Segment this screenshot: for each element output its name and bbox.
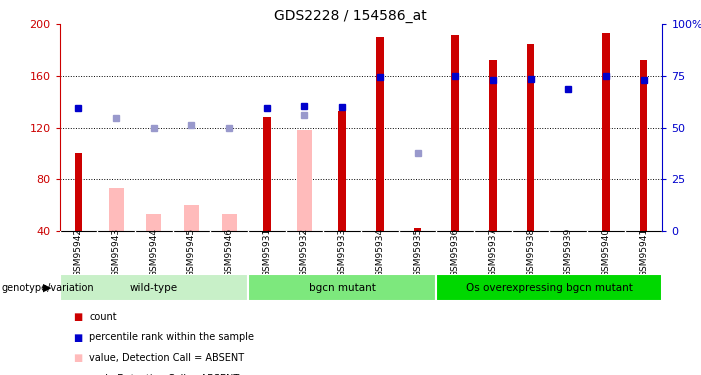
Text: GSM95941: GSM95941	[639, 228, 648, 277]
Text: Os overexpressing bgcn mutant: Os overexpressing bgcn mutant	[466, 283, 633, 293]
Text: GDS2228 / 154586_at: GDS2228 / 154586_at	[274, 9, 427, 23]
Text: GSM95934: GSM95934	[375, 228, 384, 277]
Bar	[376, 37, 383, 231]
Bar	[248, 274, 436, 302]
Bar	[147, 214, 161, 231]
Bar	[527, 44, 534, 231]
Text: GSM95931: GSM95931	[262, 228, 271, 277]
Text: percentile rank within the sample: percentile rank within the sample	[89, 333, 254, 342]
Text: GSM95932: GSM95932	[300, 228, 309, 277]
Text: genotype/variation: genotype/variation	[1, 283, 94, 293]
Text: GSM95935: GSM95935	[413, 228, 422, 277]
Bar	[414, 228, 421, 231]
Bar	[297, 130, 312, 231]
Text: GSM95944: GSM95944	[149, 228, 158, 277]
Bar	[184, 205, 199, 231]
Bar	[436, 274, 662, 302]
Text: GSM95936: GSM95936	[451, 228, 460, 277]
Text: GSM95933: GSM95933	[338, 228, 347, 277]
Bar	[109, 188, 123, 231]
Text: GSM95943: GSM95943	[111, 228, 121, 277]
Text: wild-type: wild-type	[130, 283, 178, 293]
Bar	[74, 153, 82, 231]
Text: value, Detection Call = ABSENT: value, Detection Call = ABSENT	[89, 353, 244, 363]
Text: ■: ■	[74, 333, 83, 342]
Bar	[339, 111, 346, 231]
Text: GSM95937: GSM95937	[489, 228, 498, 277]
Bar	[263, 117, 271, 231]
Bar	[451, 35, 459, 231]
Text: bgcn mutant: bgcn mutant	[308, 283, 376, 293]
Text: rank, Detection Call = ABSENT: rank, Detection Call = ABSENT	[89, 374, 239, 375]
Text: GSM95939: GSM95939	[564, 228, 573, 277]
Text: ■: ■	[74, 353, 83, 363]
Text: GSM95945: GSM95945	[187, 228, 196, 277]
Text: ■: ■	[74, 374, 83, 375]
Text: ▶: ▶	[43, 283, 51, 293]
Bar	[222, 214, 237, 231]
Text: GSM95940: GSM95940	[601, 228, 611, 277]
Bar	[60, 274, 248, 302]
Text: GSM95946: GSM95946	[224, 228, 233, 277]
Text: ■: ■	[74, 312, 83, 322]
Bar	[640, 60, 647, 231]
Text: count: count	[89, 312, 116, 322]
Bar	[602, 33, 610, 231]
Text: GSM95942: GSM95942	[74, 228, 83, 277]
Text: GSM95938: GSM95938	[526, 228, 535, 277]
Bar	[489, 60, 496, 231]
